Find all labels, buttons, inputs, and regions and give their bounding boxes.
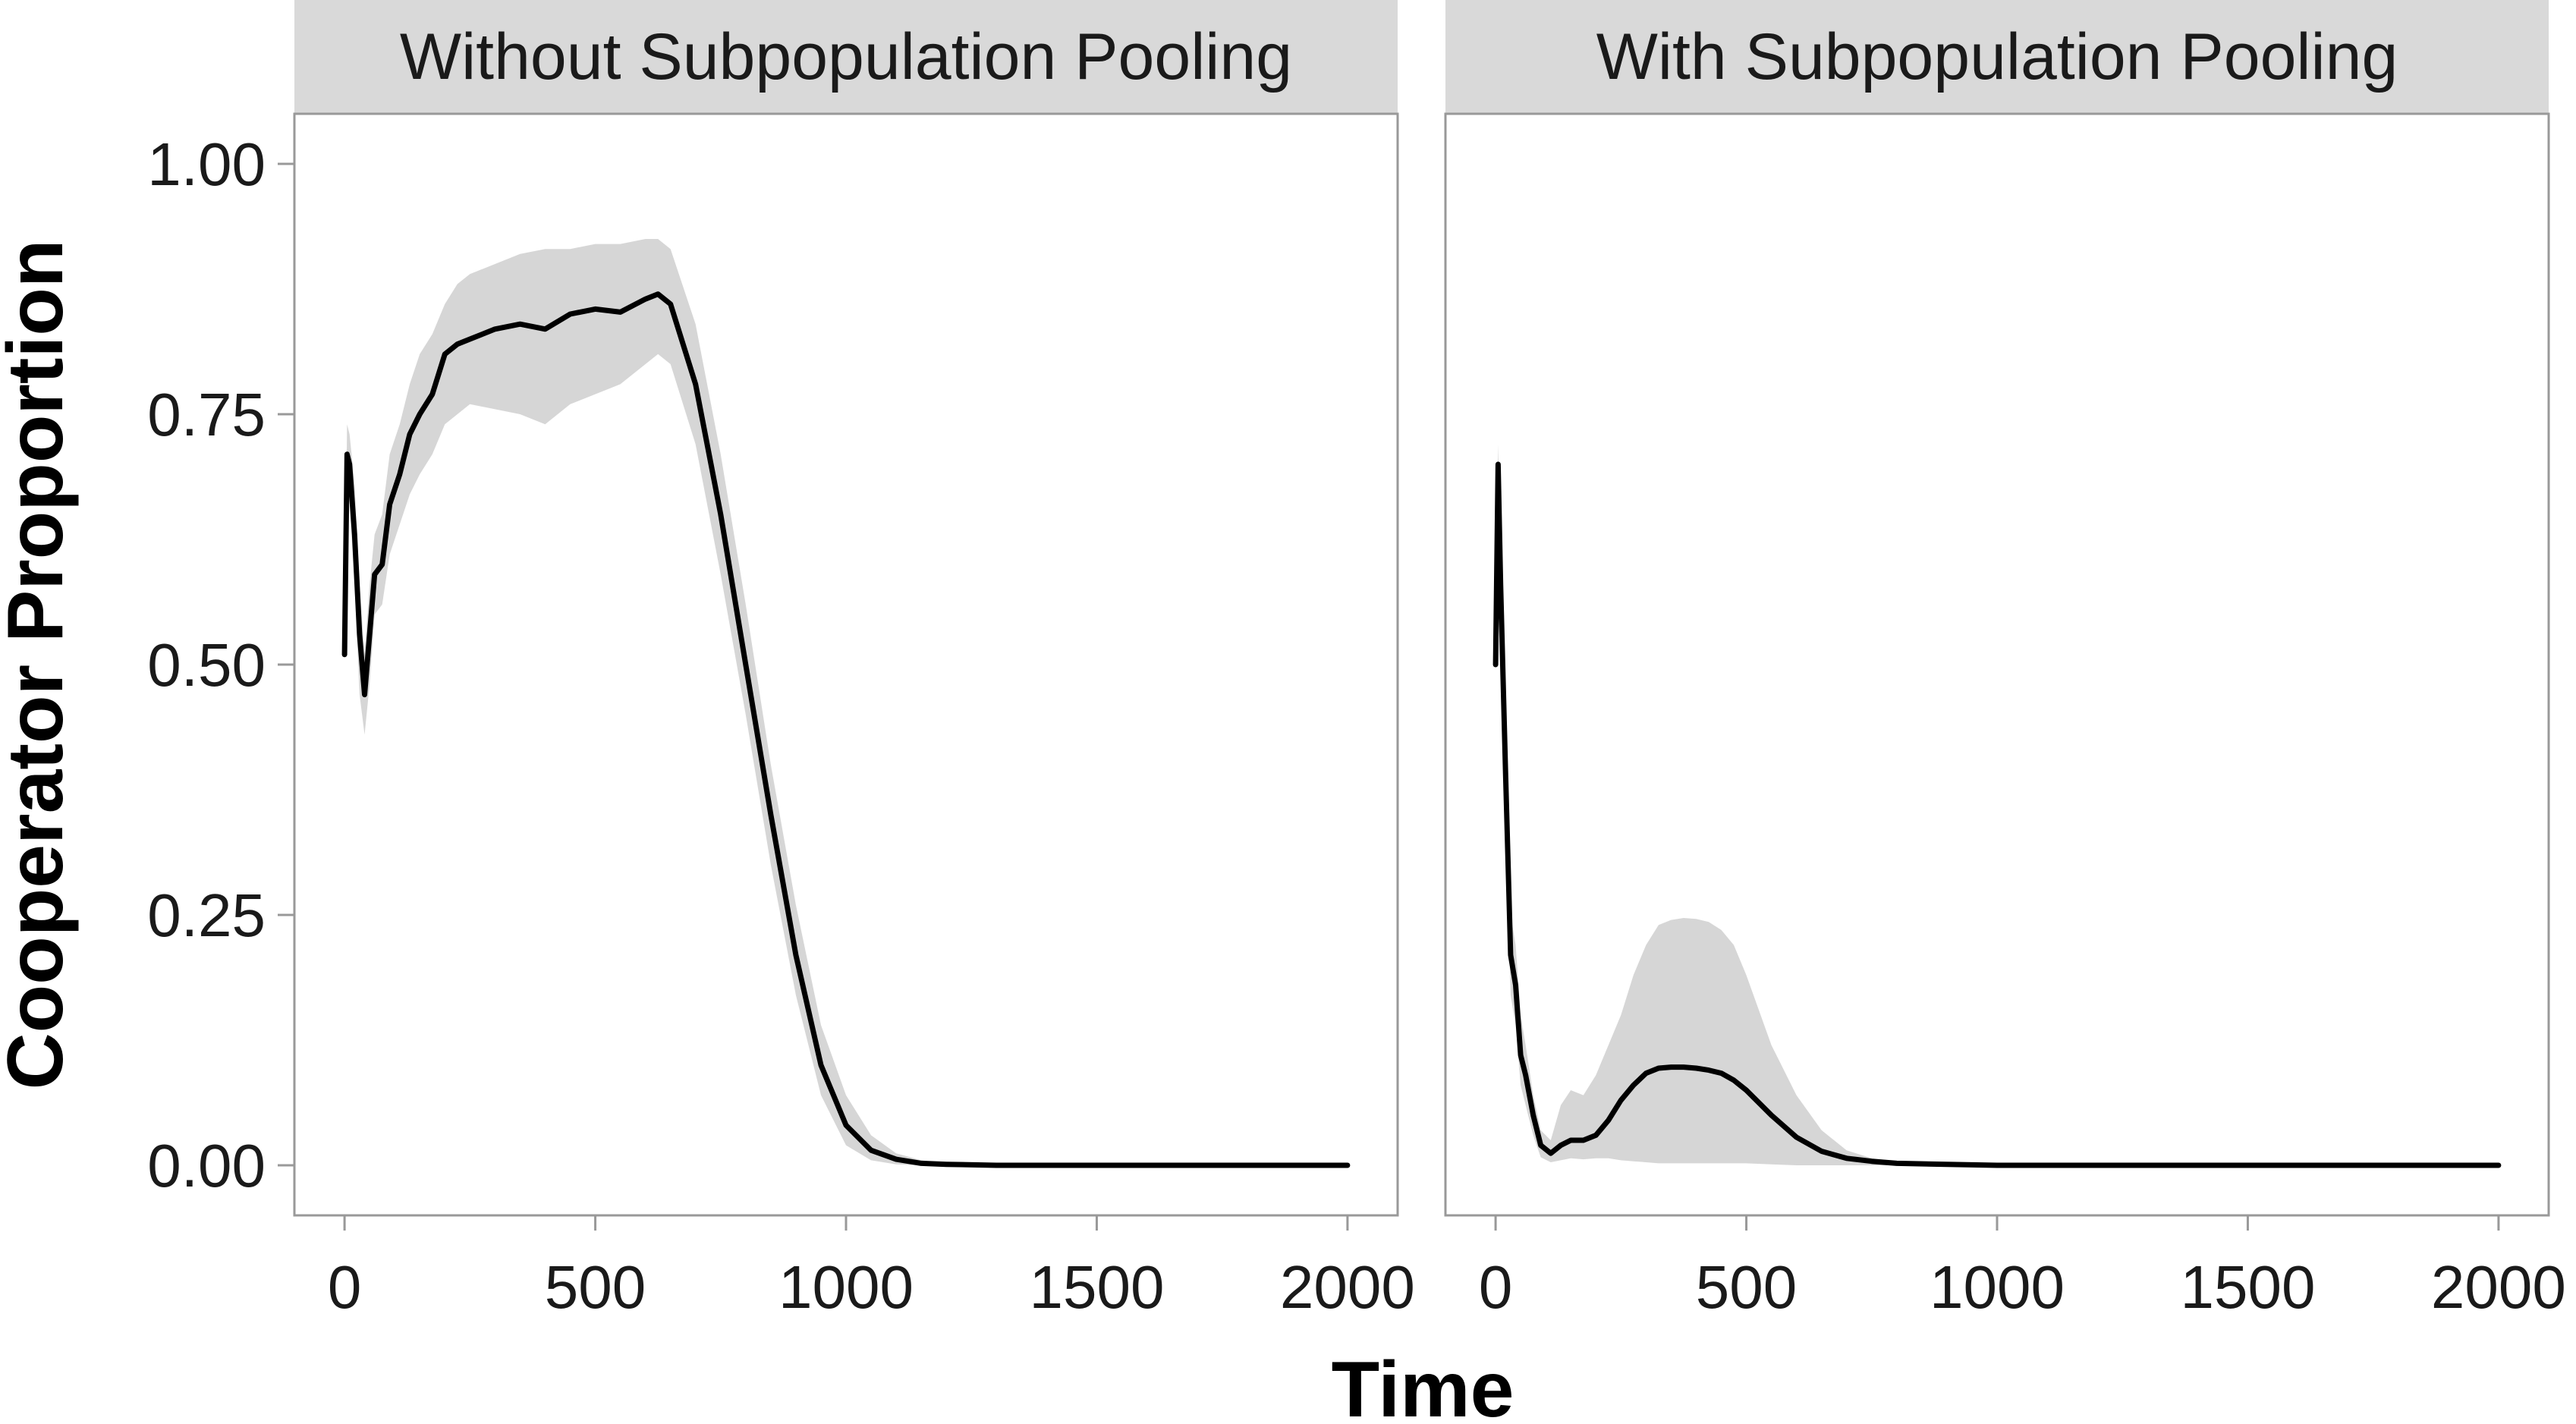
panel-with-pooling: With Subpopulation Pooling [1444, 0, 2550, 1217]
y-tick-label: 0.50 [147, 631, 266, 699]
x-tick-label: 1000 [778, 1253, 914, 1321]
x-tick-label: 2000 [2431, 1253, 2566, 1321]
panel-border [293, 112, 1399, 1217]
x-tick-label: 0 [1479, 1253, 1513, 1321]
panel-without-pooling: Without Subpopulation Pooling [293, 0, 1399, 1217]
x-tick-label: 500 [1696, 1253, 1797, 1321]
x-tick-label: 1000 [1930, 1253, 2065, 1321]
mean-line [341, 291, 1351, 1168]
strip-background [1445, 0, 2549, 114]
strip-background [294, 0, 1398, 114]
y-tick-label: 0.00 [147, 1132, 266, 1199]
mean-line [1492, 461, 2502, 1168]
x-tick-label: 2000 [1280, 1253, 1415, 1321]
panel-marks [1492, 444, 2502, 1168]
confidence-band [344, 239, 1348, 1165]
y-tick-label: 1.00 [147, 130, 266, 198]
panel-title: Without Subpopulation Pooling [400, 20, 1292, 93]
panel-title: With Subpopulation Pooling [1596, 20, 2398, 93]
y-axis: 0.00 0.25 0.50 0.75 1.00 [147, 130, 294, 1199]
x-tick-label: 0 [328, 1253, 362, 1321]
x-tick-label: 1500 [2180, 1253, 2315, 1321]
x-axis-left: 0 500 1000 1500 2000 [328, 1215, 1415, 1321]
x-tick-label: 1500 [1029, 1253, 1164, 1321]
confidence-band [1496, 444, 2499, 1165]
y-tick-label: 0.75 [147, 381, 266, 448]
panel-marks [341, 239, 1351, 1168]
x-tick-label: 500 [545, 1253, 646, 1321]
x-axis-right: 0 500 1000 1500 2000 [1479, 1215, 2566, 1321]
x-axis-title: Time [1332, 1346, 1514, 1424]
y-axis-title: Cooperator Proportion [0, 240, 80, 1090]
y-tick-label: 0.25 [147, 882, 266, 949]
